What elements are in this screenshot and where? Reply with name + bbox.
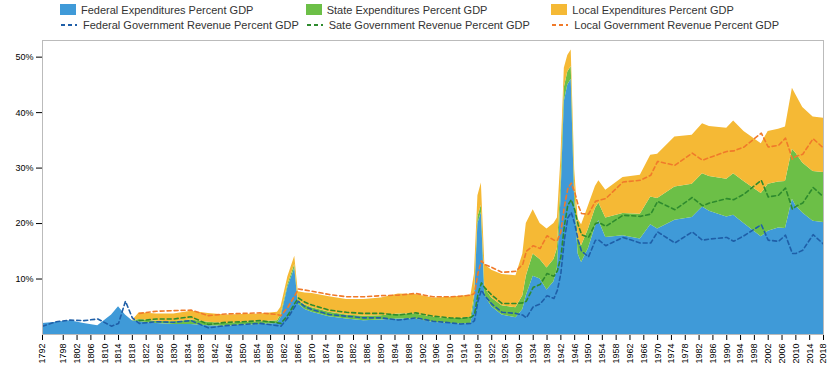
svg-text:20%: 20%	[15, 218, 33, 228]
svg-text:1870: 1870	[307, 344, 317, 364]
svg-text:1938: 1938	[542, 344, 552, 364]
html-text:Federal Government Revenue Per: Federal Government Revenue Percent GDP	[83, 19, 299, 32]
svg-text:1922: 1922	[487, 344, 497, 364]
svg-text:1882: 1882	[348, 344, 358, 364]
svg-text:1898: 1898	[404, 344, 414, 364]
svg-text:1986: 1986	[708, 344, 718, 364]
svg-text:1826: 1826	[155, 344, 165, 364]
svg-text:1814: 1814	[113, 344, 123, 364]
svg-text:1798: 1798	[58, 344, 68, 364]
svg-text:40%: 40%	[15, 107, 33, 117]
svg-text:1886: 1886	[362, 344, 372, 364]
svg-text:1818: 1818	[127, 344, 137, 364]
svg-text:1822: 1822	[141, 344, 151, 364]
svg-text:1806: 1806	[86, 344, 96, 364]
svg-text:1830: 1830	[169, 344, 179, 364]
svg-text:1998: 1998	[749, 344, 759, 364]
svg-text:2014: 2014	[805, 344, 815, 364]
svg-text:1930: 1930	[514, 344, 524, 364]
svg-text:1834: 1834	[183, 344, 193, 364]
svg-text:1866: 1866	[293, 344, 303, 364]
svg-text:1970: 1970	[653, 344, 663, 364]
svg-text:1954: 1954	[597, 344, 607, 364]
svg-text:1902: 1902	[418, 344, 428, 364]
svg-text:1878: 1878	[335, 344, 345, 364]
svg-text:50%: 50%	[15, 52, 33, 62]
html-text:State Expenditures Percent GDP: State Expenditures Percent GDP	[326, 3, 488, 16]
svg-text:1958: 1958	[611, 344, 621, 364]
svg-text:1802: 1802	[72, 344, 82, 364]
svg-text:1862: 1862	[279, 344, 289, 364]
html-text:Local Government Revenue Perce: Local Government Revenue Percent GDP	[574, 19, 780, 32]
svg-text:1950: 1950	[583, 344, 593, 364]
svg-text:1910: 1910	[445, 344, 455, 364]
svg-text:1942: 1942	[556, 344, 566, 364]
svg-text:1962: 1962	[625, 344, 635, 364]
svg-text:1966: 1966	[639, 344, 649, 364]
svg-text:1974: 1974	[666, 344, 676, 364]
svg-text:1926: 1926	[500, 344, 510, 364]
svg-text:1990: 1990	[722, 344, 732, 364]
svg-text:1810: 1810	[100, 344, 110, 364]
svg-text:1858: 1858	[265, 344, 275, 364]
svg-text:10%: 10%	[15, 274, 33, 284]
svg-text:1854: 1854	[252, 344, 262, 364]
svg-text:2006: 2006	[777, 344, 787, 364]
html-text:Federal Expenditures Percent G: Federal Expenditures Percent GDP	[81, 3, 254, 16]
svg-text:30%: 30%	[15, 163, 33, 173]
svg-text:2018: 2018	[818, 344, 828, 364]
svg-text:1894: 1894	[390, 344, 400, 364]
svg-text:1792: 1792	[37, 344, 47, 364]
svg-text:1978: 1978	[680, 344, 690, 364]
svg-text:1914: 1914	[459, 344, 469, 364]
html-text:Sate Government Revenue Percen: Sate Government Revenue Percent GDP	[328, 19, 530, 32]
svg-text:1874: 1874	[321, 344, 331, 364]
html-text:Local Expenditures Percent GDP: Local Expenditures Percent GDP	[572, 3, 734, 16]
svg-text:1890: 1890	[376, 344, 386, 364]
svg-text:1842: 1842	[210, 344, 220, 364]
svg-text:1906: 1906	[431, 344, 441, 364]
svg-text:1994: 1994	[735, 344, 745, 364]
svg-text:1982: 1982	[694, 344, 704, 364]
svg-text:1846: 1846	[224, 344, 234, 364]
svg-text:1946: 1946	[570, 344, 580, 364]
svg-text:1838: 1838	[196, 344, 206, 364]
svg-text:1850: 1850	[238, 344, 248, 364]
svg-text:2010: 2010	[791, 344, 801, 364]
svg-text:1918: 1918	[473, 344, 483, 364]
svg-text:1934: 1934	[528, 344, 538, 364]
svg-text:2002: 2002	[763, 344, 773, 364]
